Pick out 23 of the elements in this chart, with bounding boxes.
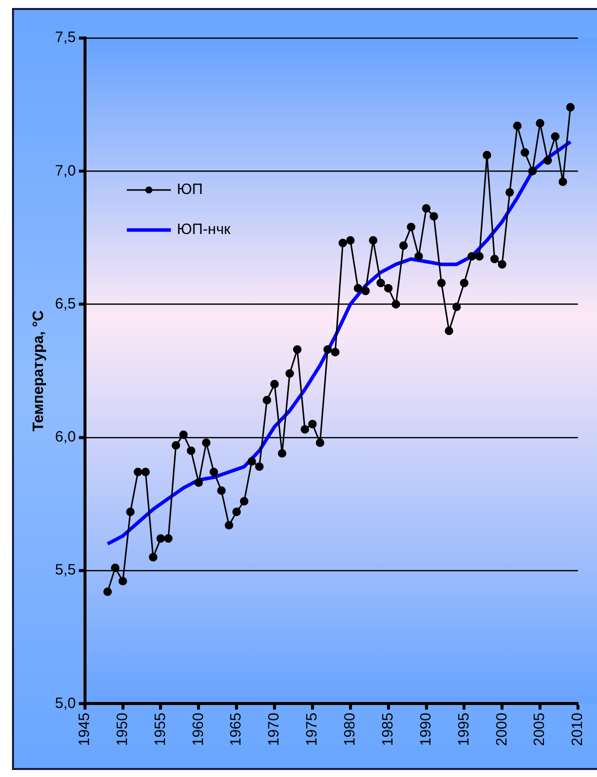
x-tick-label: 1980 [342, 712, 359, 746]
x-tick-label: 1975 [304, 712, 321, 746]
x-tick-label: 2005 [531, 712, 548, 746]
legend-label: ЮП-нчк [176, 221, 231, 238]
y-tick-label: 5,0 [54, 694, 76, 712]
x-tick-label: 1970 [266, 712, 283, 746]
y-tick-label: 7,5 [54, 29, 76, 46]
y-tick-label: 6,0 [54, 428, 76, 446]
y-tick-label: 7,0 [54, 162, 76, 180]
y-axis-title: Температура, °C [30, 310, 48, 432]
x-tick-label: 1965 [228, 712, 245, 746]
x-tick-label: 1950 [114, 712, 131, 746]
x-tick-label: 1995 [455, 712, 472, 746]
x-tick-label: 1955 [152, 712, 169, 746]
x-tick-label: 2010 [569, 712, 586, 746]
y-tick-label: 5,5 [54, 562, 76, 579]
x-tick-label: 1985 [379, 712, 396, 746]
x-tick-label: 1945 [76, 712, 93, 746]
x-tick-label: 2000 [493, 712, 510, 746]
y-tick-label: 6,5 [54, 295, 76, 312]
legend-label: ЮП [176, 181, 203, 198]
x-tick-label: 1990 [417, 712, 434, 746]
x-tick-label: 1960 [190, 712, 207, 746]
